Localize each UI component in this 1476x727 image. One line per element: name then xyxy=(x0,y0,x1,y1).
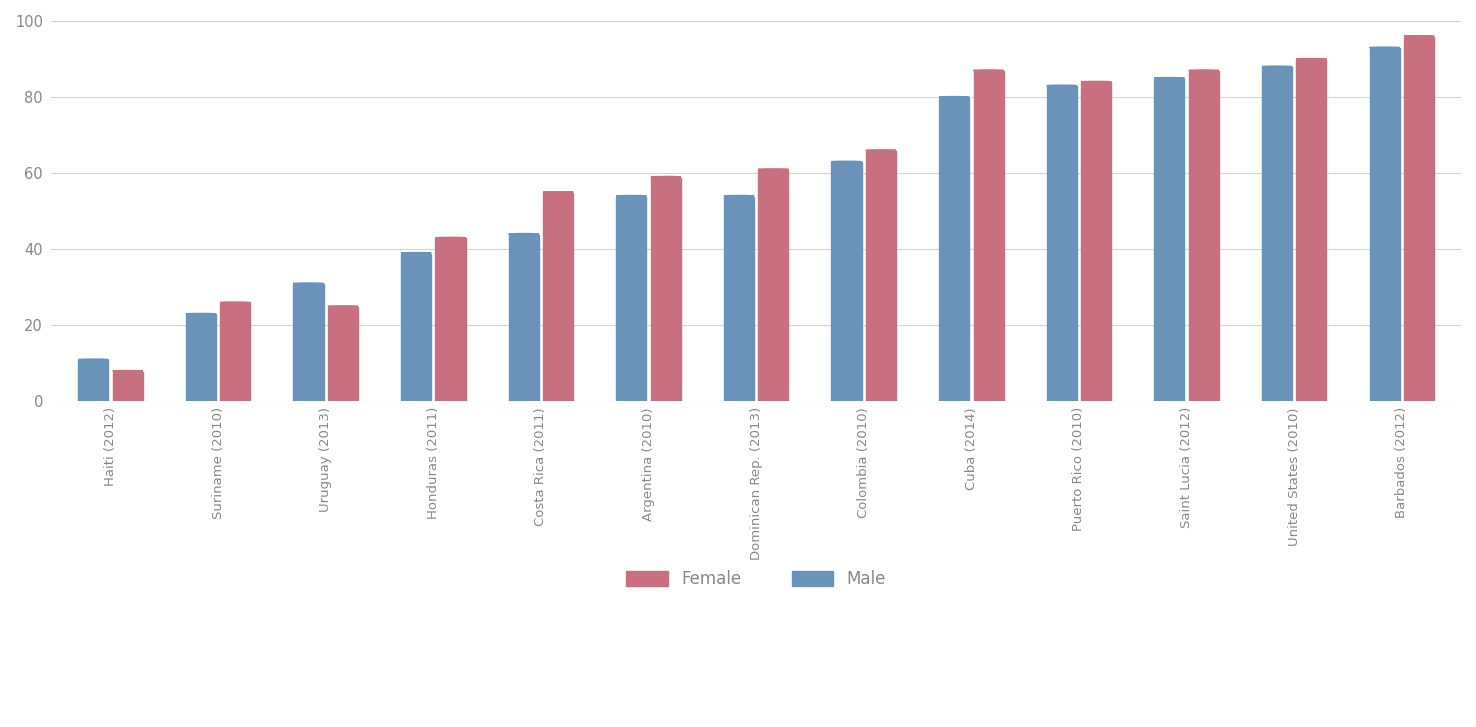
Ellipse shape xyxy=(401,252,431,254)
Bar xyxy=(435,238,465,401)
Ellipse shape xyxy=(1404,36,1435,37)
Ellipse shape xyxy=(1296,58,1327,60)
Bar xyxy=(1046,87,1077,401)
Bar xyxy=(723,196,754,401)
Bar xyxy=(1370,48,1399,401)
Ellipse shape xyxy=(1046,85,1077,87)
Bar xyxy=(759,170,788,401)
Bar xyxy=(1188,71,1219,401)
Legend: Female, Male: Female, Male xyxy=(618,562,894,597)
Bar xyxy=(294,284,323,401)
Bar xyxy=(1296,60,1327,401)
Bar xyxy=(866,151,896,401)
Bar xyxy=(651,177,680,401)
Ellipse shape xyxy=(1188,70,1219,71)
Bar xyxy=(78,360,108,401)
Bar xyxy=(1404,37,1435,401)
Ellipse shape xyxy=(759,169,788,170)
Bar xyxy=(617,196,646,401)
Ellipse shape xyxy=(543,192,573,193)
Bar xyxy=(401,254,431,401)
Bar xyxy=(939,97,970,401)
Bar xyxy=(1080,82,1111,401)
Ellipse shape xyxy=(1370,47,1399,48)
Ellipse shape xyxy=(220,302,251,303)
Ellipse shape xyxy=(294,283,323,284)
Bar xyxy=(1154,79,1184,401)
Ellipse shape xyxy=(866,150,896,151)
Bar xyxy=(328,307,359,401)
Ellipse shape xyxy=(831,161,862,162)
Ellipse shape xyxy=(974,70,1004,71)
Ellipse shape xyxy=(1262,66,1292,67)
Ellipse shape xyxy=(435,237,465,238)
Ellipse shape xyxy=(509,233,539,235)
Bar xyxy=(1262,67,1292,401)
Bar xyxy=(509,235,539,401)
Ellipse shape xyxy=(78,359,108,360)
Ellipse shape xyxy=(1080,81,1111,82)
Ellipse shape xyxy=(186,313,215,315)
Bar xyxy=(831,162,862,401)
Bar xyxy=(186,315,215,401)
Ellipse shape xyxy=(328,306,359,307)
Bar xyxy=(112,371,143,401)
Ellipse shape xyxy=(1154,78,1184,79)
Bar xyxy=(543,193,573,401)
Bar xyxy=(220,303,251,401)
Bar xyxy=(974,71,1004,401)
